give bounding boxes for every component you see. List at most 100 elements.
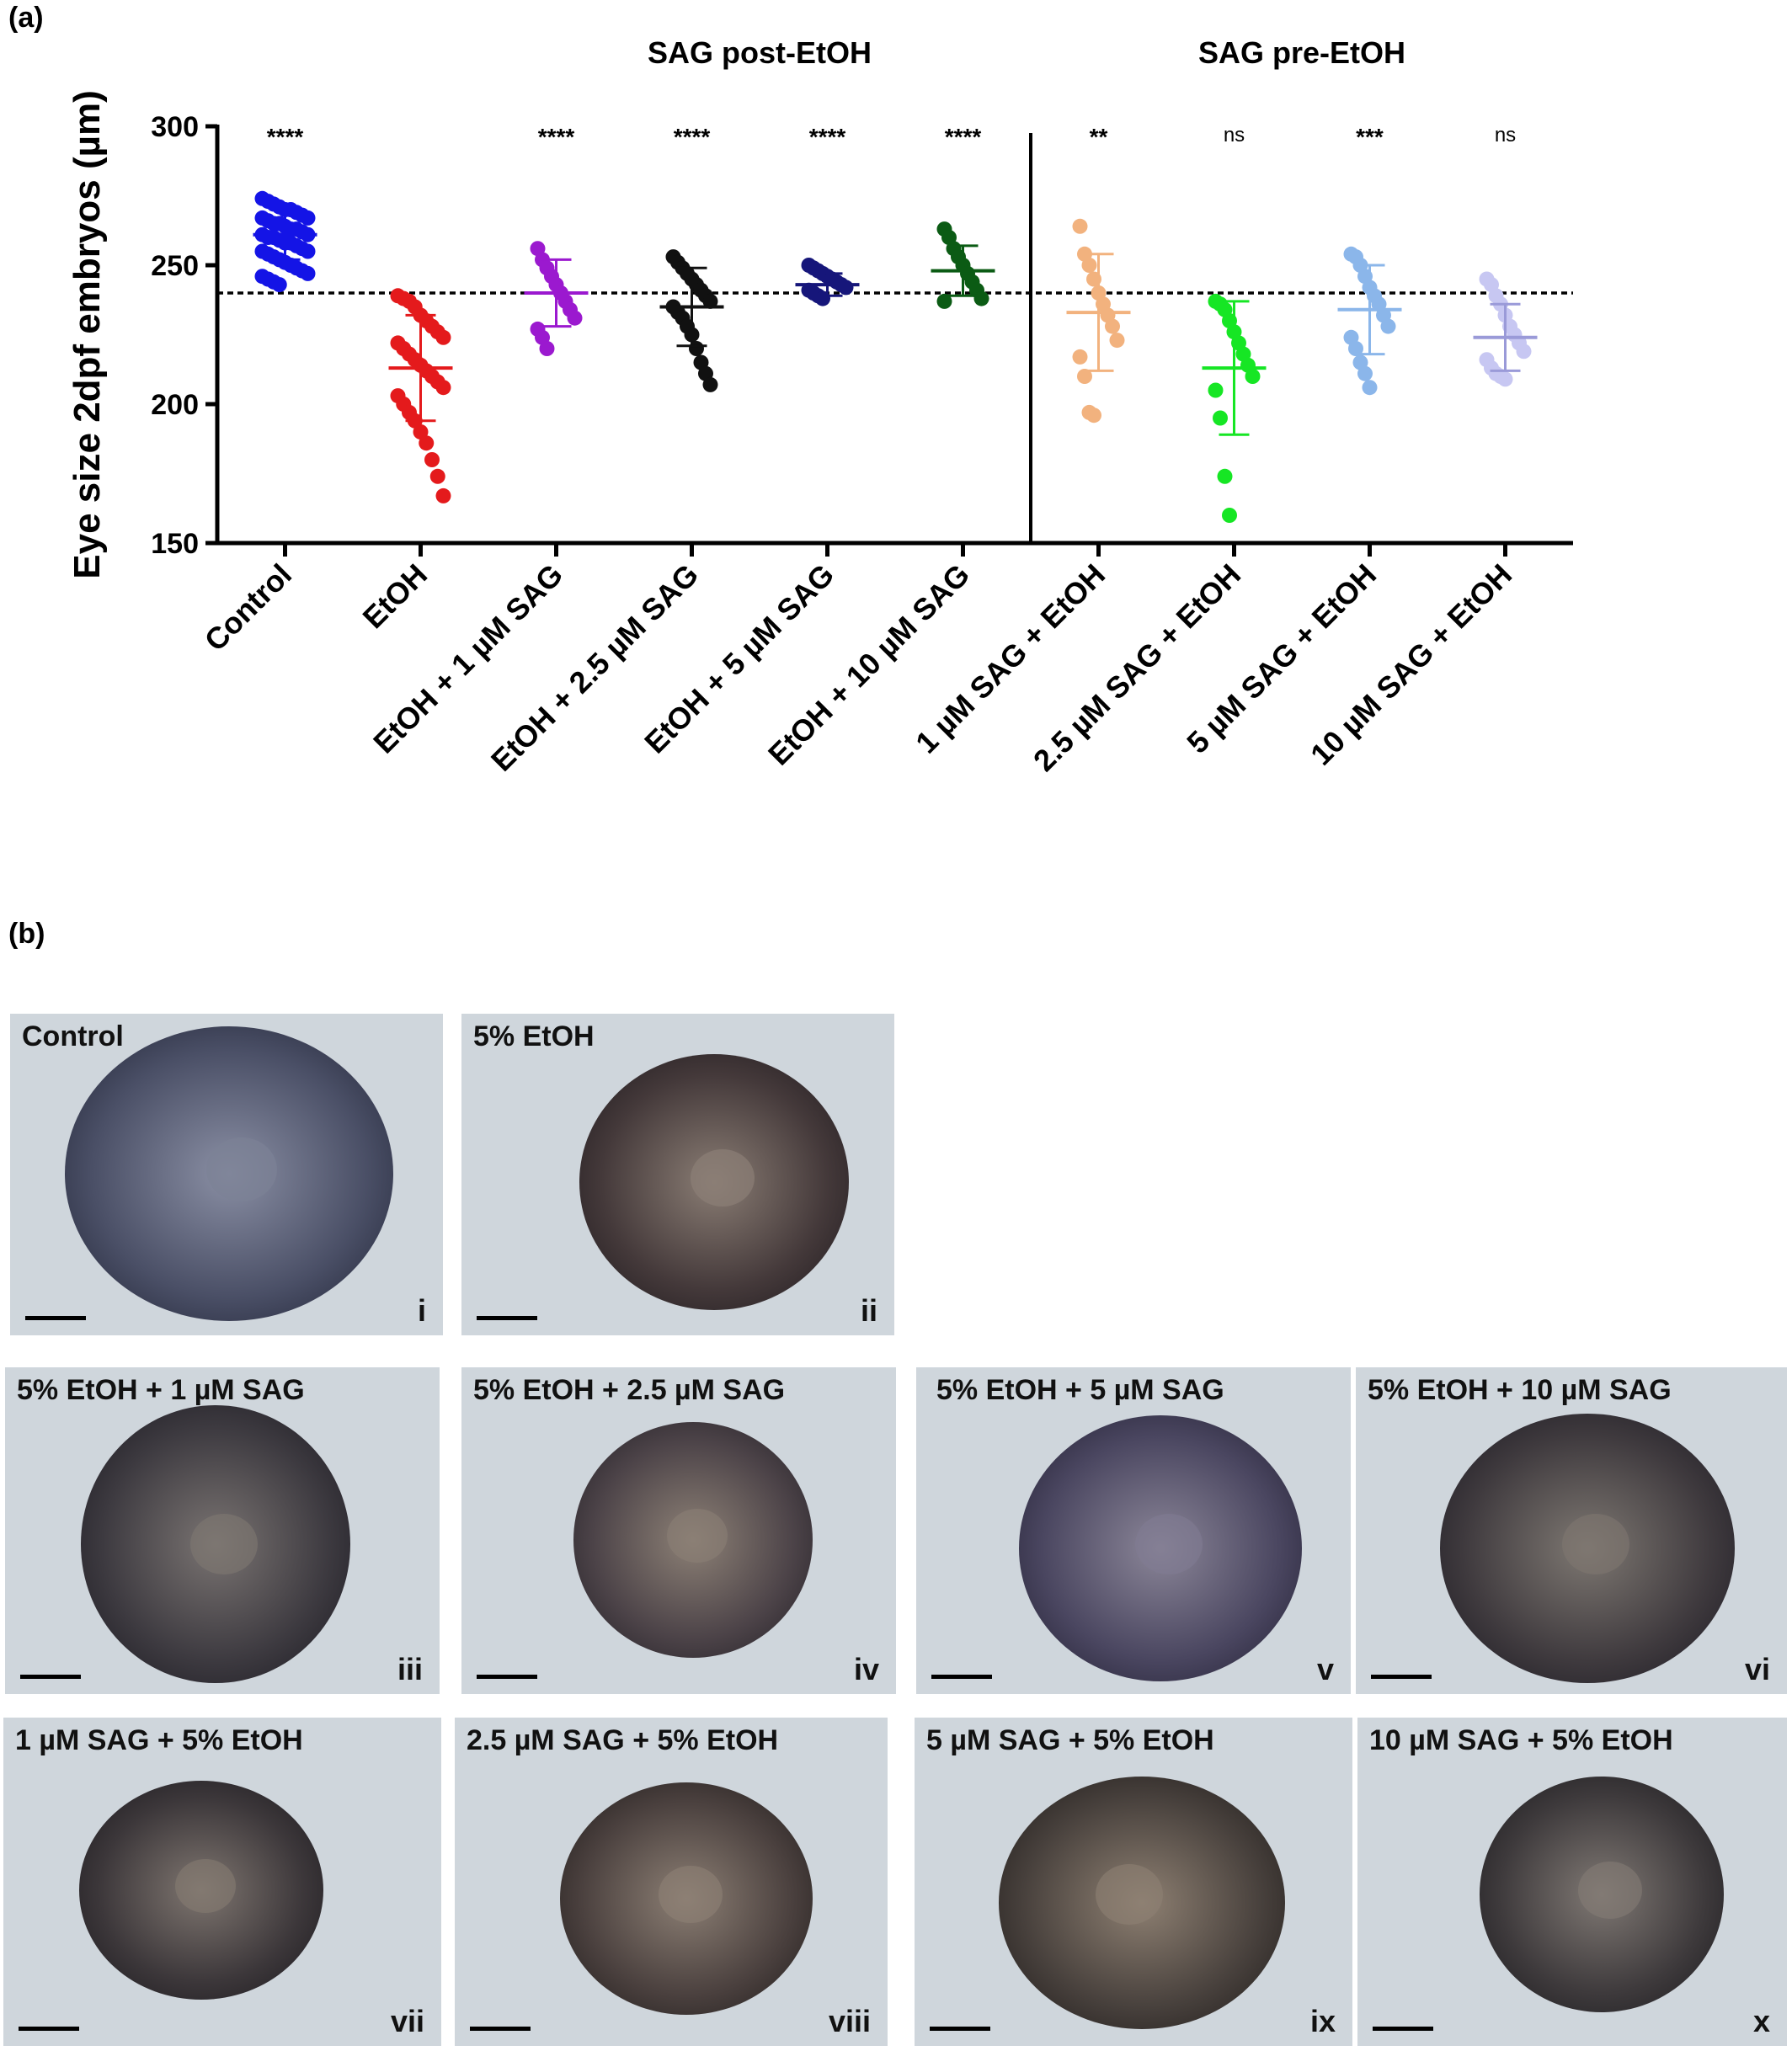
data-point: [973, 290, 989, 306]
data-point: [1245, 369, 1261, 384]
scale-bar: [1371, 1675, 1432, 1679]
photo-caption: 2.5 µM SAG + 5% EtOH: [467, 1724, 779, 1756]
photo-numeral: vii: [390, 2004, 424, 2038]
photo-caption: 5% EtOH + 1 µM SAG: [17, 1374, 305, 1406]
eye-image: [79, 1781, 323, 2000]
photo-caption: 5% EtOH + 2.5 µM SAG: [473, 1374, 786, 1406]
eye-image: [1440, 1414, 1735, 1683]
data-point: [702, 376, 718, 392]
data-point: [435, 380, 451, 396]
data-point: [271, 277, 287, 293]
photo-numeral: viii: [828, 2004, 871, 2038]
scale-bar: [477, 1316, 537, 1320]
photo-numeral: iii: [397, 1652, 423, 1686]
data-point: [936, 293, 952, 309]
photo-numeral: ix: [1309, 2004, 1336, 2038]
data-point: [1208, 382, 1224, 398]
x-tick-label: EtOH: [356, 557, 435, 636]
data-point: [1072, 218, 1088, 234]
embryo-photo-10: 10 µM SAG + 5% EtOH x: [1357, 1718, 1787, 2046]
embryo-photo-6: 5% EtOH + 10 µM SAG vi: [1356, 1367, 1787, 1694]
data-point: [300, 265, 316, 281]
eye-image: [65, 1026, 393, 1321]
panel-a-label: (a): [8, 2, 44, 34]
scale-bar: [931, 1675, 992, 1679]
data-point: [1497, 371, 1513, 387]
eye-image: [1019, 1415, 1302, 1681]
embryo-photo-8: 2.5 µM SAG + 5% EtOH viii: [455, 1718, 888, 2046]
data-point: [1222, 508, 1237, 523]
data-point: [1217, 468, 1233, 484]
embryo-photo-2: 5% EtOH ii: [461, 1014, 894, 1335]
y-axis-label: Eye size 2dpf embryos (µm): [67, 90, 108, 578]
photo-numeral: iv: [853, 1652, 879, 1686]
y-tick-label: 300: [151, 111, 199, 143]
eye-image: [1480, 1777, 1724, 2012]
embryo-photo-3: 5% EtOH + 1 µM SAG iii: [5, 1367, 440, 1694]
photo-numeral: v: [1316, 1652, 1334, 1686]
data-point: [1357, 365, 1373, 381]
photo-caption: 5% EtOH: [473, 1020, 595, 1052]
data-point: [1516, 344, 1532, 360]
embryo-photo-1: Control i: [10, 1014, 443, 1335]
data-point: [838, 280, 854, 296]
significance-label: ns: [1495, 124, 1516, 146]
scale-bar: [470, 2027, 531, 2031]
data-point: [1348, 341, 1363, 356]
data-point: [1105, 318, 1120, 334]
data-point: [702, 293, 718, 309]
embryo-photo-4: 5% EtOH + 2.5 µM SAG iv: [461, 1367, 896, 1694]
data-point: [435, 329, 451, 345]
scale-bar: [25, 1316, 86, 1320]
photo-numeral: vi: [1744, 1652, 1770, 1686]
significance-label: ****: [945, 124, 982, 150]
photo-caption: Control: [22, 1020, 124, 1052]
scale-bar: [20, 1675, 81, 1679]
embryo-photo-9: 5 µM SAG + 5% EtOH ix: [915, 1718, 1352, 2046]
significance-label: ***: [1356, 124, 1384, 150]
data-point: [539, 341, 555, 356]
eye-image: [573, 1422, 813, 1658]
eye-size-scatter-chart: 150 200 250 300 Eye size 2dpf embryos (µm) SA…: [67, 35, 1573, 778]
data-point: [1086, 408, 1101, 424]
data-point: [435, 487, 451, 503]
significance-label: ****: [809, 124, 846, 150]
data-point: [300, 210, 316, 226]
significance-label: ****: [538, 124, 575, 150]
x-tick-label: Control: [198, 557, 298, 658]
embryo-photo-7: 1 µM SAG + 5% EtOH vii: [3, 1718, 441, 2046]
eye-image: [560, 1782, 813, 2015]
photo-numeral: x: [1752, 2004, 1770, 2038]
eye-image: [81, 1405, 350, 1683]
data-point: [1081, 258, 1097, 273]
data-point: [1072, 349, 1088, 365]
data-point: [1213, 410, 1228, 426]
photo-caption: 1 µM SAG + 5% EtOH: [15, 1724, 303, 1756]
scale-bar: [1373, 2027, 1433, 2031]
significance-label: ns: [1224, 124, 1245, 146]
photo-numeral: i: [417, 1293, 426, 1328]
scale-bar: [19, 2027, 79, 2031]
y-tick-label: 200: [151, 389, 199, 421]
data-point: [1380, 318, 1396, 334]
panel-b-label: (b): [8, 918, 45, 950]
scale-bar: [930, 2027, 990, 2031]
eye-image: [579, 1054, 849, 1310]
photo-caption: 5 µM SAG + 5% EtOH: [926, 1724, 1214, 1756]
data-point: [567, 310, 583, 326]
group-header: SAG pre-EtOH: [1198, 35, 1405, 70]
data-point: [1109, 333, 1125, 349]
embryo-photo-5: 5% EtOH + 5 µM SAG v: [916, 1367, 1351, 1694]
data-point: [1362, 380, 1378, 396]
significance-label: **: [1090, 124, 1108, 150]
group-header: SAG post-EtOH: [648, 35, 872, 70]
photo-caption: 5% EtOH + 10 µM SAG: [1368, 1374, 1672, 1406]
eye-image: [999, 1777, 1285, 2029]
data-point: [1077, 369, 1092, 384]
y-tick-label: 150: [151, 528, 199, 560]
photo-numeral: ii: [860, 1293, 877, 1328]
y-tick-label: 250: [151, 250, 199, 282]
photo-caption: 10 µM SAG + 5% EtOH: [1369, 1724, 1673, 1756]
scale-bar: [477, 1675, 537, 1679]
data-point: [300, 243, 316, 259]
